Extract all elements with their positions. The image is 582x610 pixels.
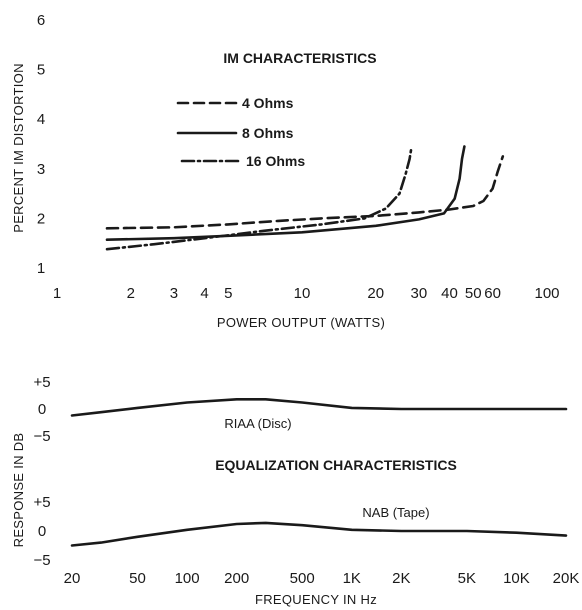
im-y-ticks: 1 2 3 4 5 6 xyxy=(37,12,45,277)
equalization-chart: +5 0 −5 +5 0 −5 20 50 100 200 500 1K 2K 5K 10K 20K RI… xyxy=(11,374,579,607)
im-x-tick-label: 5 xyxy=(224,285,232,302)
im-legend: 4 Ohms 8 Ohms 16 Ohms xyxy=(176,95,305,169)
riaa-y-tick-label: −5 xyxy=(33,428,50,445)
im-x-tick-label: 3 xyxy=(170,285,178,302)
eq-x-ticks: 20 50 100 200 500 1K 2K 5K 10K 20K xyxy=(64,570,580,587)
eq-curve-nab-tape xyxy=(70,521,568,547)
im-y-tick-label: 6 xyxy=(37,12,45,29)
im-x-tick-label: 20 xyxy=(367,285,384,302)
im-y-axis-label: PERCENT IM DISTORTION xyxy=(11,63,26,233)
nab-y-ticks: +5 0 −5 xyxy=(33,494,50,569)
eq-chart-title: EQUALIZATION CHARACTERISTICS xyxy=(215,457,457,473)
eq-x-tick-label: 100 xyxy=(175,570,200,587)
im-curves xyxy=(105,145,505,251)
im-y-tick-label: 5 xyxy=(37,62,45,79)
eq-x-tick-label: 10K xyxy=(503,570,530,587)
eq-curves xyxy=(70,398,568,547)
im-x-tick-label: 40 xyxy=(441,285,458,302)
im-x-ticks: 1 2 3 4 5 10 20 30 40 50 60 100 xyxy=(53,285,560,302)
legend-label-8-ohms: 8 Ohms xyxy=(242,125,294,141)
eq-x-tick-label: 20K xyxy=(553,570,580,587)
eq-curve-riaa-disc xyxy=(70,398,568,417)
im-x-tick-label: 2 xyxy=(127,285,135,302)
eq-x-axis-label: FREQUENCY IN Hz xyxy=(255,592,377,607)
im-x-tick-label: 60 xyxy=(484,285,501,302)
nab-y-tick-label: +5 xyxy=(33,494,50,511)
eq-x-tick-label: 1K xyxy=(343,570,361,587)
im-x-axis-label: POWER OUTPUT (WATTS) xyxy=(217,315,385,330)
riaa-y-tick-label: +5 xyxy=(33,374,50,391)
nab-y-tick-label: −5 xyxy=(33,552,50,569)
im-x-tick-label: 50 xyxy=(465,285,482,302)
riaa-curve-label: RIAA (Disc) xyxy=(224,416,291,431)
legend-label-16-ohms: 16 Ohms xyxy=(246,153,305,169)
eq-x-tick-label: 20 xyxy=(64,570,81,587)
im-chart-title: IM CHARACTERISTICS xyxy=(223,50,376,66)
im-y-tick-label: 2 xyxy=(37,210,45,227)
nab-curve-label: NAB (Tape) xyxy=(362,505,429,520)
legend-label-4-ohms: 4 Ohms xyxy=(242,95,294,111)
im-y-tick-label: 1 xyxy=(37,260,45,277)
nab-y-tick-label: 0 xyxy=(38,523,46,540)
riaa-y-ticks: +5 0 −5 xyxy=(33,374,50,445)
im-y-tick-label: 3 xyxy=(37,161,45,178)
im-curve-16-ohms xyxy=(105,145,413,251)
im-x-tick-label: 1 xyxy=(53,285,61,302)
im-x-tick-label: 100 xyxy=(534,285,559,302)
im-x-tick-label: 30 xyxy=(411,285,428,302)
eq-x-tick-label: 2K xyxy=(392,570,410,587)
im-x-tick-label: 10 xyxy=(294,285,311,302)
eq-x-tick-label: 5K xyxy=(458,570,476,587)
riaa-y-tick-label: 0 xyxy=(38,401,46,418)
eq-x-tick-label: 500 xyxy=(290,570,315,587)
eq-x-tick-label: 200 xyxy=(224,570,249,587)
eq-y-axis-label: RESPONSE IN DB xyxy=(11,433,26,548)
im-x-tick-label: 4 xyxy=(200,285,208,302)
eq-x-tick-label: 50 xyxy=(129,570,146,587)
im-y-tick-label: 4 xyxy=(37,111,45,128)
im-curve-4-ohms xyxy=(105,155,505,230)
